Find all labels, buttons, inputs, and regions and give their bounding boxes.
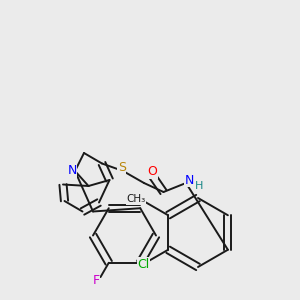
Text: Cl: Cl [137,257,150,271]
Text: CH₃: CH₃ [126,194,145,205]
Text: O: O [147,165,157,178]
Text: N: N [184,173,194,187]
Text: H: H [194,181,203,191]
Text: S: S [118,161,126,174]
Text: N: N [67,164,77,178]
Text: F: F [92,274,100,287]
